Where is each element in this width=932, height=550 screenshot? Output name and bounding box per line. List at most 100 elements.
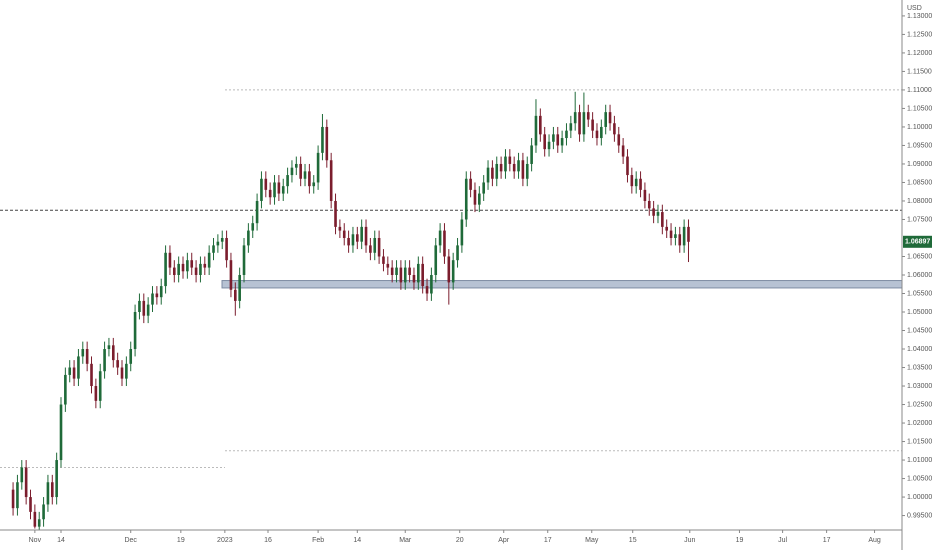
y-tick-label: 1.00000: [907, 494, 932, 501]
candle-body: [194, 267, 198, 275]
y-tick-label: 1.03000: [907, 383, 932, 390]
candle-body: [399, 267, 403, 283]
candle-body: [59, 404, 63, 461]
x-tick-label: 16: [264, 537, 272, 544]
candle-body: [621, 145, 625, 157]
candle-body: [530, 145, 533, 164]
y-tick-label: 1.11500: [907, 68, 932, 75]
candle-body: [626, 156, 629, 176]
candle-body: [678, 234, 682, 246]
candle-body: [386, 263, 390, 268]
candle-body: [37, 519, 41, 527]
candle-body: [277, 182, 281, 194]
candle-body: [260, 178, 263, 201]
candle-body: [312, 182, 316, 187]
candle-body: [138, 300, 141, 313]
candle-body: [155, 293, 159, 298]
last-price-box: [903, 235, 932, 248]
candle-body: [290, 167, 294, 176]
candle-body: [42, 504, 45, 520]
candle-body: [408, 267, 411, 275]
candle-body: [334, 200, 337, 227]
y-tick-label: 1.08000: [907, 198, 932, 205]
candle-body: [216, 241, 220, 246]
candle-body: [647, 200, 651, 209]
candle-body: [613, 123, 616, 135]
candle-body: [403, 267, 407, 283]
candle-body: [369, 245, 372, 253]
candle-body: [469, 178, 472, 190]
candle-body: [142, 300, 146, 316]
candle-body: [600, 126, 603, 139]
candle-body: [190, 260, 194, 268]
candle-body: [321, 126, 324, 153]
candle-body: [534, 115, 538, 146]
candle-body: [225, 237, 228, 261]
candle-body: [595, 130, 599, 139]
candle-body: [591, 119, 594, 131]
support-zone: [221, 280, 903, 289]
candle-body: [382, 256, 385, 264]
candle-body: [125, 363, 128, 379]
candle-body: [639, 178, 642, 190]
candle-body: [264, 178, 268, 190]
last-price-label: 1.06897: [905, 239, 930, 246]
candle-body: [425, 286, 429, 294]
candle-body: [508, 156, 512, 164]
candle-body: [146, 304, 150, 316]
candle-body: [85, 349, 89, 364]
candle-body: [390, 267, 394, 275]
candle-body: [552, 134, 555, 142]
candle-body: [543, 134, 546, 150]
candle-body: [582, 112, 586, 135]
candle-body: [482, 182, 485, 194]
candle-body: [347, 237, 350, 246]
candle-body: [90, 363, 93, 387]
candle-body: [251, 223, 255, 231]
candle-body: [430, 274, 433, 294]
candle-body: [447, 256, 451, 283]
x-tick-label: Feb: [312, 537, 324, 544]
candle-body: [238, 274, 241, 301]
candle-body: [94, 386, 98, 401]
candle-body: [665, 226, 669, 231]
candle-body: [421, 263, 424, 287]
x-tick-label: 19: [177, 537, 185, 544]
y-tick-label: 1.13000: [907, 13, 932, 20]
candle-body: [55, 460, 58, 498]
candle-body: [98, 371, 102, 401]
candle-body: [604, 112, 607, 127]
candle-body: [486, 167, 490, 183]
candle-body: [512, 163, 516, 172]
candle-body: [247, 230, 250, 246]
candle-body: [556, 134, 560, 146]
x-tick-label: Jul: [778, 537, 787, 544]
candle-body: [608, 112, 612, 124]
candle-body: [373, 237, 377, 253]
y-tick-label: 1.01500: [907, 438, 932, 445]
candle-body: [255, 200, 259, 224]
x-tick-label: 17: [823, 537, 831, 544]
candle-body: [617, 134, 621, 146]
y-tick-label: 1.00500: [907, 475, 932, 482]
candle-body: [33, 511, 37, 527]
candle-body: [11, 489, 15, 509]
candle-body: [168, 252, 172, 268]
candle-body: [634, 178, 638, 187]
candle-body: [417, 263, 420, 283]
candle-body: [473, 189, 477, 205]
candle-body: [233, 289, 237, 301]
candle-body: [356, 234, 359, 242]
y-tick-label: 1.05000: [907, 309, 932, 316]
y-tick-label: 1.06000: [907, 272, 932, 279]
candle-body: [338, 226, 342, 231]
candle-body: [687, 226, 690, 242]
x-tick-label: Apr: [498, 537, 510, 544]
x-tick-label: May: [585, 537, 599, 544]
candle-body: [547, 141, 551, 150]
candle-body: [329, 160, 333, 201]
candle-body: [652, 208, 655, 216]
candle-body: [308, 171, 311, 187]
candle-body: [661, 212, 664, 227]
